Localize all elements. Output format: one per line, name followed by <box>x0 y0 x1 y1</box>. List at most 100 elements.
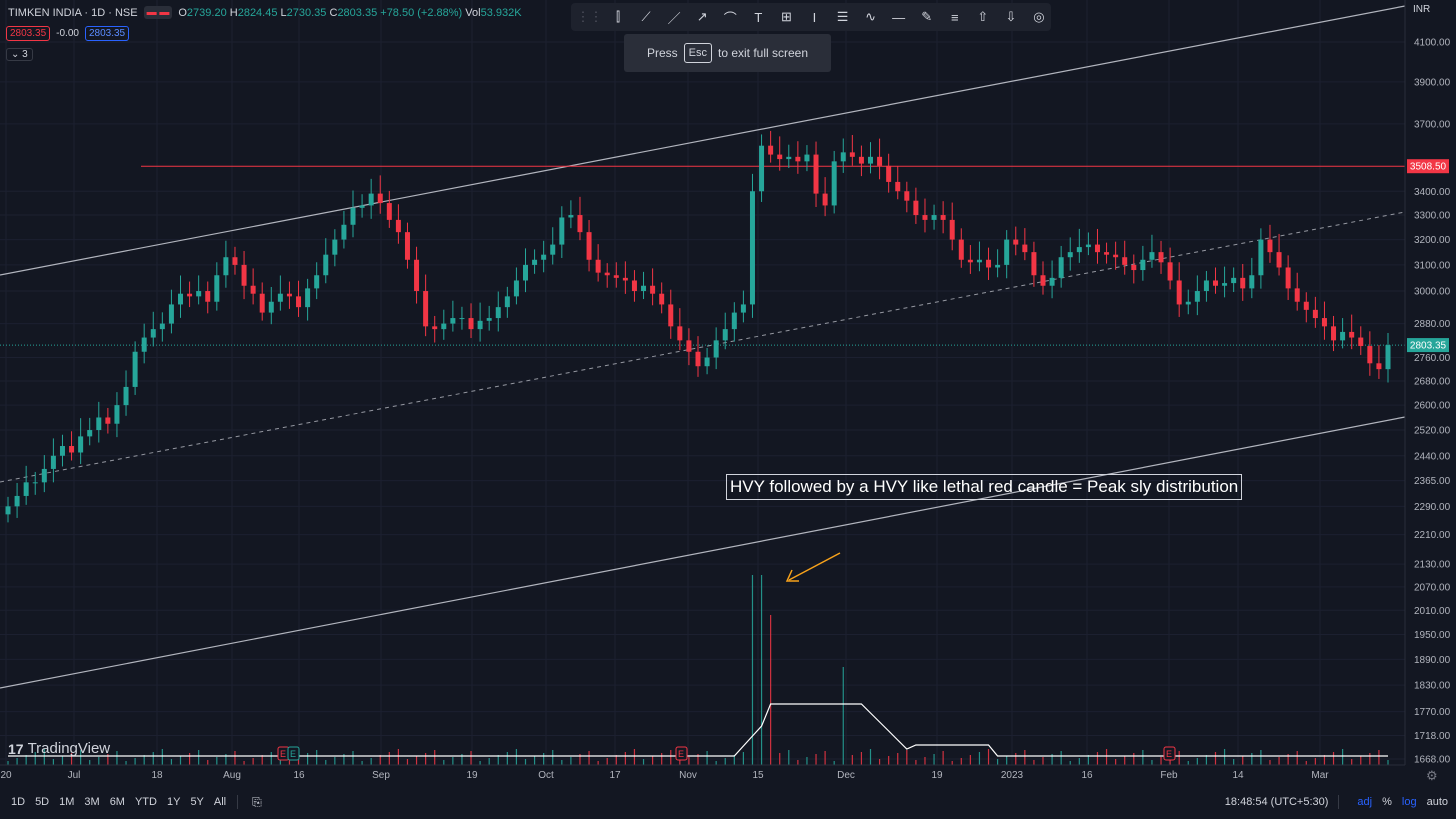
spread-value: -0.00 <box>56 28 79 39</box>
volume-ma-line <box>8 703 1388 757</box>
range-ytd[interactable]: YTD <box>134 796 157 808</box>
x-tick-label: Feb <box>1160 770 1178 781</box>
y-tick-label: 4100.00 <box>1414 38 1451 49</box>
x-tick-label: Oct <box>538 770 554 781</box>
range-1d[interactable]: 1D <box>11 796 26 808</box>
candle-body <box>259 293 265 313</box>
legend-toggle-icon[interactable]: ▬ ▬ <box>143 6 173 19</box>
candle-body <box>641 285 647 292</box>
candle-body <box>659 293 665 305</box>
y-tick-label: 3200.00 <box>1414 235 1451 246</box>
x-tick-label: 20 <box>0 770 12 781</box>
target-icon[interactable]: ◎ <box>1033 9 1045 24</box>
candle-body <box>504 296 510 308</box>
range-1y[interactable]: 1Y <box>166 796 181 808</box>
candle-body <box>895 181 901 192</box>
candle-body <box>1203 280 1209 292</box>
candle-body <box>377 193 383 204</box>
candle-body <box>568 215 574 218</box>
text-icon[interactable]: T <box>754 9 763 25</box>
annotation-arrow-head <box>785 569 799 582</box>
earnings-marker-label: E <box>1166 749 1172 759</box>
arrow-down-icon[interactable]: ⇩ <box>1005 9 1017 24</box>
crosshair-icon[interactable]: ⊞ <box>780 9 792 24</box>
brush-icon[interactable]: ✎ <box>921 9 933 24</box>
y-tick-label: 2010.00 <box>1414 606 1451 617</box>
ask-price[interactable]: 2803.35 <box>84 26 130 41</box>
ray-icon[interactable]: ／ <box>667 10 681 26</box>
curve-icon[interactable]: ⌒ <box>723 10 737 26</box>
grip-icon[interactable]: ⋮⋮ <box>576 9 603 24</box>
candle-body <box>1040 275 1046 286</box>
candle-body <box>777 154 783 160</box>
candles-icon[interactable]: ⫿ <box>615 9 621 24</box>
y-tick-label: 2070.00 <box>1414 582 1451 593</box>
trend-line-icon[interactable]: ⟋ <box>641 9 651 24</box>
candle-body <box>1176 280 1182 305</box>
fib-icon[interactable]: ☰ <box>836 9 849 24</box>
symbol-title[interactable]: TIMKEN INDIA · 1D · NSE <box>8 6 138 19</box>
candle-body <box>305 288 311 308</box>
candle-body <box>114 405 120 424</box>
candle-body <box>1276 252 1282 268</box>
candle-body <box>958 239 964 260</box>
candle-body <box>14 495 20 507</box>
auto-toggle[interactable]: auto <box>1426 796 1448 808</box>
range-all[interactable]: All <box>213 796 227 808</box>
candle-body <box>1185 301 1191 305</box>
candle-body <box>523 264 528 281</box>
bid-price[interactable]: 2803.35 <box>6 26 51 41</box>
candle-body <box>731 312 737 330</box>
range-6m[interactable]: 6M <box>109 796 125 808</box>
ohlc-values: O2739.20 H2824.45 L2730.35 C2803.35 +78.… <box>178 6 522 19</box>
drawing-toolbar: ⋮⋮ ⫿ ⟋ ／ ↗ ⌒ T ⊞ I ☰ ∿ — ✎ ≡ ⇧ ⇩ ◎ <box>571 3 1051 31</box>
candle-body <box>150 329 156 338</box>
percent-toggle[interactable]: % <box>1382 796 1392 808</box>
x-tick-label: 14 <box>1232 770 1244 781</box>
goto-date-icon[interactable]: ⎘ <box>252 794 262 809</box>
range-1m[interactable]: 1M <box>59 796 75 808</box>
candle-body <box>1094 244 1100 253</box>
candle-body <box>486 318 492 321</box>
candle-body <box>1222 283 1228 286</box>
candle-body <box>414 259 420 292</box>
clock[interactable]: 18:48:54 (UTC+5:30) <box>1224 796 1329 808</box>
indicators-collapse-button[interactable]: ⌄ 3 <box>6 48 33 61</box>
candle-body <box>931 215 937 220</box>
candle-body <box>995 264 1001 268</box>
candle-body <box>740 304 746 313</box>
earnings-marker <box>287 746 300 761</box>
y-tick-label: 1668.00 <box>1414 755 1451 766</box>
candle-body <box>214 275 220 302</box>
y-tick-label: 1830.00 <box>1414 681 1451 692</box>
candle-body <box>1376 363 1382 370</box>
log-toggle[interactable]: log <box>1401 796 1417 808</box>
adj-toggle[interactable]: adj <box>1357 796 1373 808</box>
range-5d[interactable]: 5D <box>35 796 50 808</box>
y-tick-label: 2520.00 <box>1414 426 1451 437</box>
candle-body <box>1104 252 1110 255</box>
candle-body <box>404 232 410 260</box>
annotation-text[interactable]: HVY followed by a HVY like lethal red ca… <box>726 474 1243 500</box>
currency-label[interactable]: INR <box>1413 4 1431 15</box>
resistance-price-label: 3508.50 <box>1410 162 1447 173</box>
candle-body <box>432 326 438 330</box>
hline-icon[interactable]: — <box>892 9 906 25</box>
candle-body <box>595 259 601 273</box>
y-tick-label: 2130.00 <box>1414 560 1451 571</box>
text-cursor-icon[interactable]: I <box>812 9 817 25</box>
candle-body <box>250 285 256 294</box>
arrow-up-icon[interactable]: ⇧ <box>977 9 989 24</box>
y-tick-label: 3400.00 <box>1414 187 1451 198</box>
range-3m[interactable]: 3M <box>84 796 100 808</box>
candle-body <box>704 357 710 367</box>
path-icon[interactable]: ∿ <box>865 9 877 24</box>
gear-icon[interactable]: ⚙ <box>1426 768 1438 783</box>
y-tick-label: 2440.00 <box>1414 451 1451 462</box>
candle-body <box>450 318 456 324</box>
candle-body <box>686 340 692 352</box>
menu-icon[interactable]: ≡ <box>950 9 959 25</box>
arrow-line-icon[interactable]: ↗ <box>696 9 708 24</box>
range-5y[interactable]: 5Y <box>190 796 204 808</box>
